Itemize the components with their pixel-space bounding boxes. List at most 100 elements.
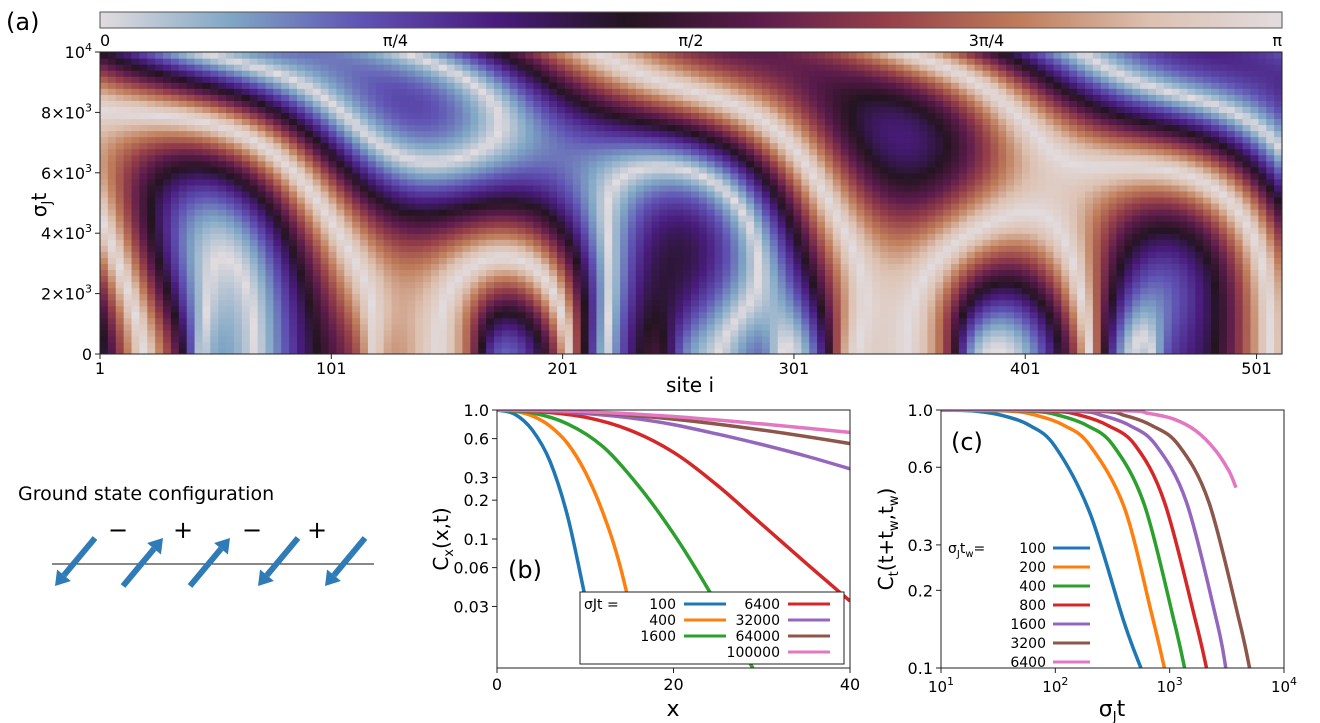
heatmap-cell [249, 190, 259, 198]
heatmap-cell [501, 323, 511, 331]
heatmap-cell [714, 227, 724, 234]
heatmap-cell [1218, 323, 1228, 331]
heatmap-cell [974, 221, 984, 228]
heatmap-cell [360, 299, 369, 307]
heatmap-cell [494, 172, 503, 180]
heatmap-cell [572, 160, 582, 168]
heatmap-cell [1132, 160, 1141, 168]
heatmap-cell [1203, 178, 1212, 186]
heatmap-cell [383, 178, 393, 186]
heatmap-cell [1014, 166, 1023, 174]
heatmap-cell [974, 190, 984, 198]
heatmap-cell [541, 178, 550, 186]
heatmap-cell [1274, 341, 1282, 349]
heatmap-cell [501, 227, 511, 234]
heatmap-cell [746, 239, 755, 246]
heatmap-cell [423, 251, 432, 258]
heatmap-cell [139, 245, 148, 252]
heatmap-cell [423, 269, 432, 277]
heatmap-cell [131, 178, 140, 186]
heatmap-cell [620, 329, 629, 337]
heatmap-cell [659, 257, 668, 264]
heatmap-cell [1226, 347, 1236, 354]
heatmap-cell [919, 196, 928, 204]
heatmap-cell [1155, 233, 1165, 240]
heatmap-cell [714, 245, 724, 252]
heatmap-cell [698, 335, 708, 343]
heatmap-cell [107, 233, 117, 240]
heatmap-cell [754, 251, 763, 258]
heatmap-cell [517, 196, 527, 204]
heatmap-cell [659, 203, 668, 210]
heatmap-cell [1029, 341, 1039, 349]
heatmap-cell [430, 341, 440, 349]
heatmap-cell [667, 221, 676, 228]
heatmap-cell [241, 154, 251, 162]
heatmap-cell [848, 317, 858, 325]
heatmap-cell [533, 251, 542, 258]
heatmap-cell [454, 245, 464, 252]
heatmap-cell [1092, 209, 1102, 216]
heatmap-cell [415, 287, 424, 295]
heatmap-cell [1108, 299, 1118, 307]
heatmap-cell [785, 233, 795, 240]
heatmap-cell [1021, 190, 1031, 198]
heatmap-cell [888, 239, 897, 246]
heatmap-cell [1053, 317, 1062, 325]
heatmap-cell [848, 299, 858, 307]
heatmap-cell [1061, 323, 1070, 331]
heatmap-cell [328, 341, 337, 349]
heatmap-cell [297, 263, 306, 271]
heatmap-cell [1171, 239, 1181, 246]
heatmap-cell [935, 335, 944, 343]
heatmap-cell [572, 239, 582, 246]
heatmap-cell [572, 305, 582, 313]
heatmap-cell [935, 215, 944, 222]
heatmap-cell [1218, 209, 1228, 216]
heatmap-cell [1116, 239, 1125, 246]
heatmap-cell [572, 251, 582, 258]
heatmap-cell [667, 317, 676, 325]
heatmap-cell [824, 209, 834, 216]
heatmap-cell [147, 263, 156, 271]
heatmap-cell [202, 221, 211, 228]
heatmap-cell [415, 269, 424, 277]
heatmap-cell [399, 275, 408, 283]
heatmap-cell [691, 305, 700, 313]
heatmap-cell [777, 160, 787, 168]
heatmap-cell [430, 209, 440, 216]
heatmap-cell [714, 347, 724, 354]
heatmap-cell [218, 311, 227, 319]
heatmap-cell [163, 263, 172, 271]
heatmap-cell [643, 209, 653, 216]
heatmap-cell [163, 257, 172, 264]
heatmap-cell [919, 311, 928, 319]
heatmap-cell [352, 215, 361, 222]
heatmap-cell [572, 293, 582, 301]
heatmap-cell [958, 281, 968, 289]
heatmap-cell [202, 263, 211, 271]
heatmap-cell [966, 257, 976, 264]
heatmap-cell [604, 251, 613, 258]
heatmap-cell [210, 317, 219, 325]
heatmap-cell [1092, 221, 1102, 228]
heatmap-cell [1077, 323, 1086, 331]
heatmap-cell [478, 341, 487, 349]
heatmap-cell [738, 311, 747, 319]
heatmap-cell [297, 347, 306, 354]
heatmap-cell [241, 239, 251, 246]
heatmap-cell [391, 148, 401, 156]
heatmap-cell [998, 323, 1007, 331]
heatmap-cell [525, 196, 534, 204]
heatmap-cell [509, 233, 519, 240]
heatmap-cell [186, 178, 196, 186]
heatmap-cell [1148, 275, 1157, 283]
heatmap-cell [738, 190, 747, 198]
heatmap-cell [675, 239, 684, 246]
heatmap-cell [691, 239, 700, 246]
heatmap-cell [1226, 335, 1236, 343]
heatmap-cell [1234, 233, 1244, 240]
heatmap-cell [911, 293, 921, 301]
heatmap-cell [249, 148, 259, 156]
heatmap-cell [218, 269, 227, 277]
